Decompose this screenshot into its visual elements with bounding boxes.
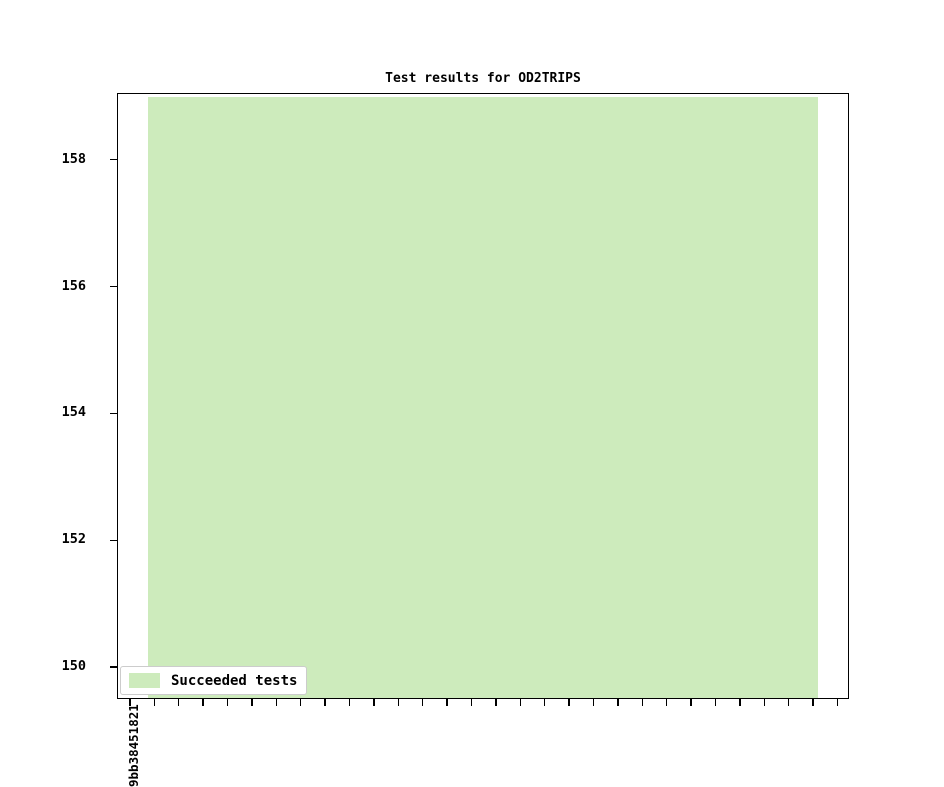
bar-series-succeeded-tests xyxy=(118,94,848,698)
x-tick-mark-16 xyxy=(519,699,521,706)
plot-area xyxy=(117,93,849,699)
x-tick-mark-21 xyxy=(641,699,643,706)
y-tick-label-154: 154 xyxy=(61,404,86,421)
x-tick-mark-24 xyxy=(714,699,717,706)
x-tick-mark-2 xyxy=(178,699,180,706)
x-tick-mark-10 xyxy=(373,699,375,706)
x-tick-mark-4 xyxy=(226,699,229,706)
x-tick-mark-19 xyxy=(592,699,595,706)
x-tick-mark-8 xyxy=(324,699,326,706)
x-tick-mark-6 xyxy=(275,699,277,706)
x-tick-mark-13 xyxy=(446,699,448,706)
page-title: Test results for OD2TRIPS xyxy=(385,71,581,86)
x-tick-mark-0 xyxy=(129,699,131,706)
y-tick-mark-156 xyxy=(110,285,117,288)
y-tick-label-156: 156 xyxy=(61,277,86,294)
x-tick-mark-27 xyxy=(788,699,790,706)
x-tick-mark-25 xyxy=(739,699,741,706)
x-tick-mark-17 xyxy=(544,699,546,706)
legend-label-succeeded-tests: Succeeded tests xyxy=(171,672,298,689)
y-axis-tick-labels: 150 152 154 156 158 xyxy=(0,93,107,699)
y-tick-label-152: 152 xyxy=(61,531,86,548)
x-axis-tick-label-container: 9bb38451821 xyxy=(126,704,159,787)
y-tick-label-158: 158 xyxy=(61,150,86,167)
x-tick-mark-15 xyxy=(495,699,497,706)
x-tick-mark-7 xyxy=(300,699,302,706)
y-tick-mark-158 xyxy=(110,158,117,161)
x-tick-mark-5 xyxy=(251,699,253,706)
x-tick-mark-20 xyxy=(617,699,619,706)
y-tick-mark-154 xyxy=(110,412,117,415)
x-tick-mark-11 xyxy=(397,699,399,706)
x-tick-mark-1 xyxy=(153,699,155,706)
x-axis-tick-marks xyxy=(117,699,849,709)
x-tick-mark-3 xyxy=(202,699,204,706)
x-tick-mark-22 xyxy=(666,699,668,706)
x-tick-mark-28 xyxy=(812,699,814,706)
x-axis-tick-label: 9bb38451821 xyxy=(126,704,141,787)
y-tick-mark-150 xyxy=(110,666,117,669)
bar-0 xyxy=(148,97,818,698)
legend-swatch-succeeded-tests xyxy=(129,673,160,688)
chart-legend: Succeeded tests xyxy=(120,666,308,695)
y-tick-mark-152 xyxy=(110,539,117,542)
x-tick-mark-26 xyxy=(763,699,765,706)
y-tick-label-150: 150 xyxy=(61,658,86,675)
x-tick-mark-14 xyxy=(470,699,473,706)
x-tick-mark-9 xyxy=(348,699,351,706)
x-tick-mark-12 xyxy=(422,699,424,706)
x-tick-mark-23 xyxy=(690,699,692,706)
x-tick-mark-29 xyxy=(836,699,839,706)
x-tick-mark-18 xyxy=(568,699,570,706)
